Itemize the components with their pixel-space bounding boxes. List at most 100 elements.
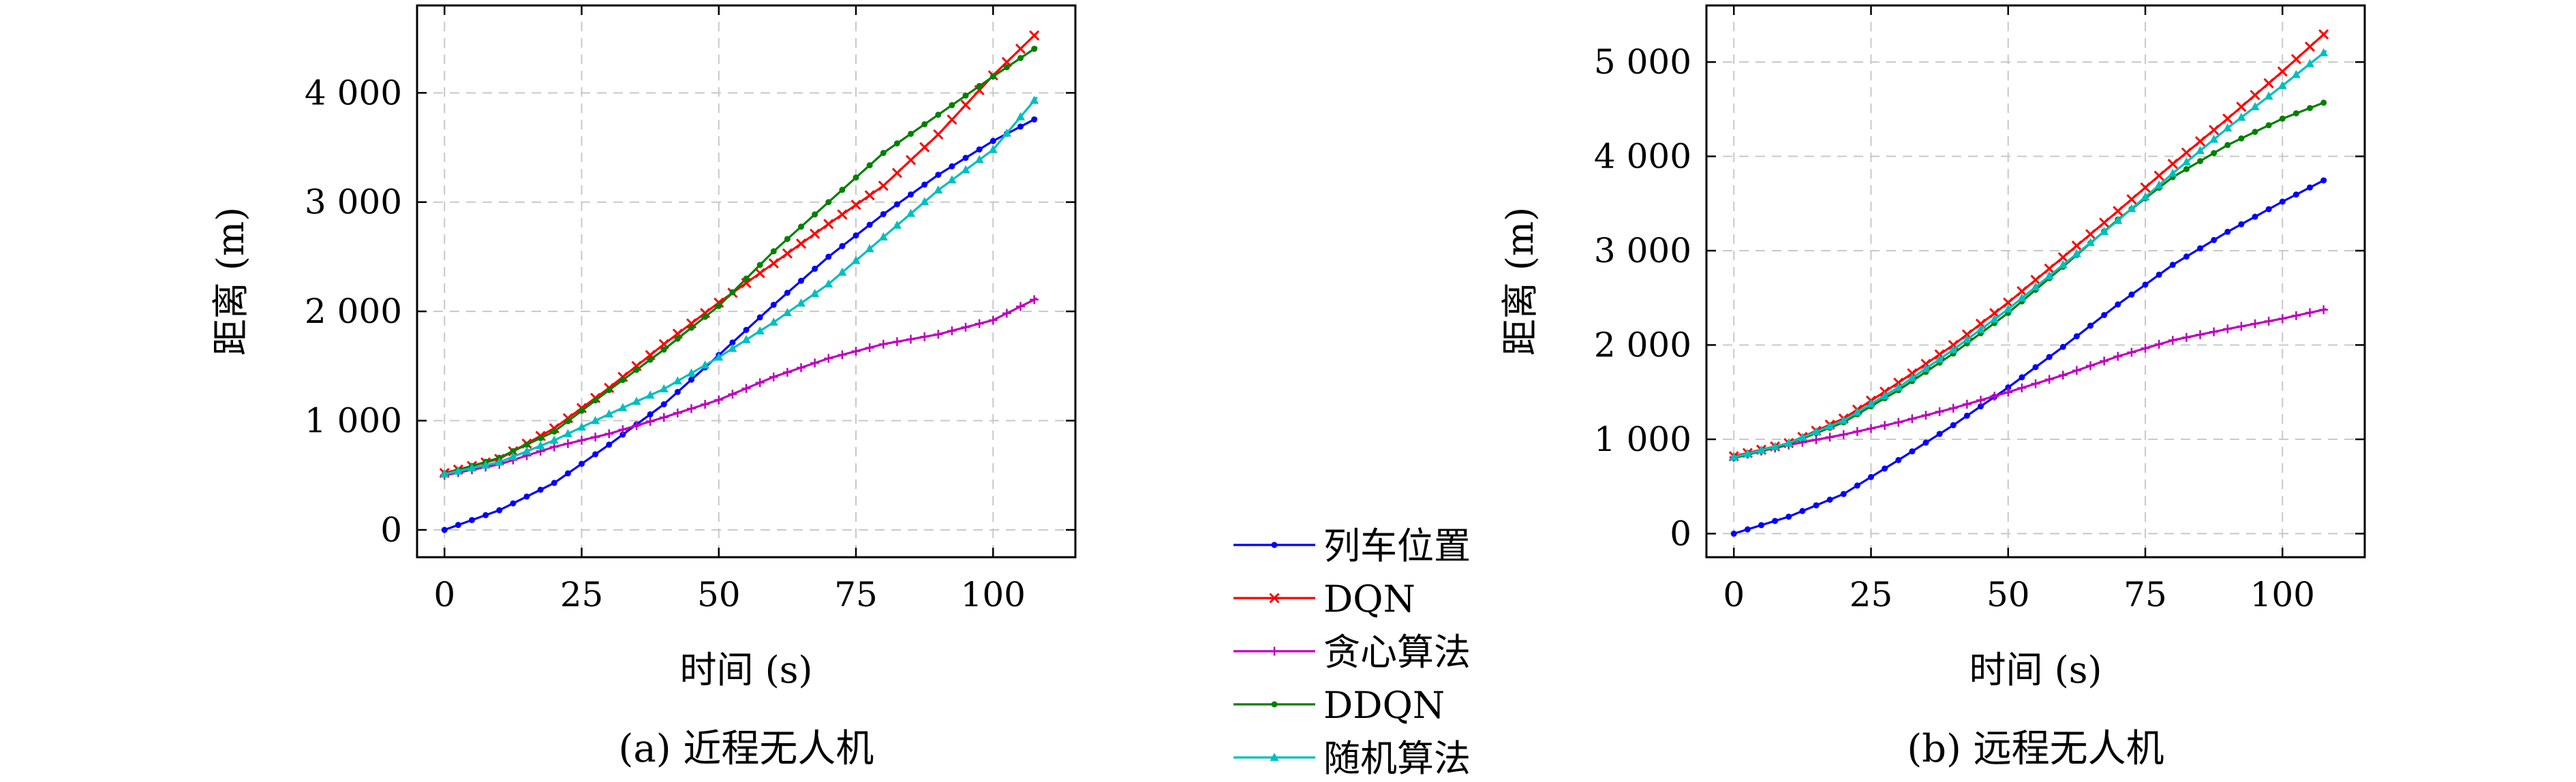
data-point <box>2044 375 2054 384</box>
data-point <box>1729 452 1738 461</box>
data-point <box>2291 69 2301 78</box>
data-point <box>716 302 722 309</box>
data-point <box>908 130 914 137</box>
data-point <box>1031 46 1038 52</box>
data-point <box>577 435 586 445</box>
data-point <box>2058 371 2068 380</box>
data-point <box>673 376 682 385</box>
data-point <box>2305 59 2314 67</box>
data-point <box>577 422 586 431</box>
data-point <box>2181 157 2191 166</box>
data-point <box>2265 206 2272 213</box>
data-point <box>1907 414 1917 424</box>
data-point <box>1990 314 1999 323</box>
data-point <box>1990 392 1999 401</box>
data-point <box>508 452 518 460</box>
data-point <box>990 73 996 80</box>
data-point <box>2031 282 2040 291</box>
data-point <box>1003 64 1010 71</box>
data-point <box>2237 322 2246 331</box>
data-point <box>893 201 900 208</box>
data-point <box>853 174 859 181</box>
data-point <box>798 277 804 284</box>
data-point <box>591 416 600 424</box>
data-point <box>674 388 681 395</box>
data-point <box>563 439 572 448</box>
data-point <box>837 209 848 220</box>
x-tick-label: 100 <box>961 575 1026 614</box>
data-point <box>551 480 557 486</box>
data-point <box>2156 271 2162 278</box>
data-point <box>2222 113 2233 124</box>
data-point <box>2307 105 2313 112</box>
series-列车位置 <box>1730 177 2327 537</box>
data-point <box>700 307 711 319</box>
data-point <box>2126 193 2137 205</box>
plot-frame <box>1705 4 2366 559</box>
legend-swatch-marker <box>1270 753 1279 761</box>
data-point <box>647 356 654 363</box>
data-point <box>1825 421 1835 430</box>
data-point <box>962 92 969 99</box>
data-point <box>864 190 875 201</box>
legend-label: 随机算法 <box>1323 737 1471 780</box>
data-point <box>591 433 600 442</box>
data-point <box>1757 445 1766 454</box>
data-point <box>1976 324 1985 333</box>
data-point <box>797 363 806 373</box>
data-point <box>798 223 804 230</box>
data-point <box>893 140 900 146</box>
data-point <box>2100 356 2109 366</box>
data-point <box>496 507 503 514</box>
data-point <box>2073 333 2080 340</box>
series-line <box>444 116 1038 531</box>
data-point <box>2113 206 2123 217</box>
x-axis-label: 时间 (s) <box>679 648 812 691</box>
data-point <box>1948 345 1958 354</box>
series-随机算法 <box>440 95 1039 478</box>
series-贪心算法 <box>1729 305 2329 462</box>
data-point <box>743 275 750 282</box>
data-point <box>522 446 532 455</box>
panel-caption: (a) 近程无人机 <box>619 727 874 771</box>
data-point <box>701 399 710 409</box>
legend-label: 贪心算法 <box>1323 631 1471 674</box>
data-point <box>866 162 873 169</box>
data-point <box>2044 263 2055 274</box>
data-point <box>702 313 709 320</box>
y-tick-label: 2 000 <box>305 292 402 331</box>
data-point <box>2154 180 2164 189</box>
data-point <box>2017 293 2027 302</box>
data-point <box>782 368 792 377</box>
data-point <box>2293 191 2299 198</box>
data-point <box>2030 275 2041 285</box>
data-point <box>920 197 930 206</box>
data-point <box>990 138 996 144</box>
data-point <box>619 431 626 438</box>
data-point <box>618 425 628 435</box>
data-point <box>564 470 571 477</box>
data-point <box>2237 112 2246 121</box>
data-point <box>743 326 750 333</box>
data-point <box>878 339 888 349</box>
series-line <box>1733 308 2327 458</box>
data-point <box>770 301 777 308</box>
data-point <box>1017 123 1024 130</box>
data-point <box>947 326 957 336</box>
data-point <box>1030 95 1039 104</box>
data-point <box>510 448 517 454</box>
data-point <box>2320 177 2327 184</box>
data-point <box>741 384 751 393</box>
data-point <box>1962 399 1972 409</box>
y-tick-label: 2 000 <box>1594 325 1691 364</box>
data-point <box>784 236 791 243</box>
y-tick-label: 3 000 <box>305 183 402 222</box>
data-point <box>2085 229 2096 240</box>
x-tick-label: 0 <box>433 575 455 614</box>
data-point <box>2142 281 2149 288</box>
data-point <box>2250 89 2260 101</box>
data-point <box>687 368 696 377</box>
data-point <box>2057 252 2068 263</box>
data-point <box>866 221 873 228</box>
data-point <box>892 337 902 347</box>
